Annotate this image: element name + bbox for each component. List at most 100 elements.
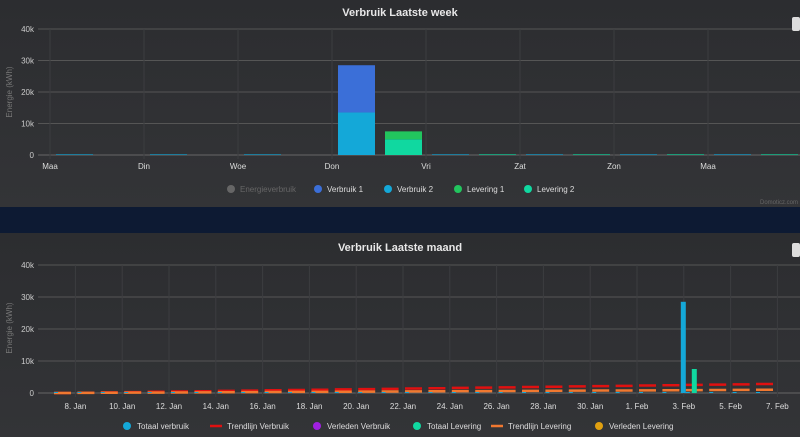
y-tick-label: 30k [21, 293, 35, 302]
legend-item-0[interactable]: Energieverbruik [240, 185, 297, 194]
bar-totaal-verbruik [288, 392, 292, 393]
legend-item-1[interactable]: Trendlijn Verbruik [227, 422, 290, 431]
y-tick-label: 30k [21, 57, 35, 66]
x-tick-label: 18. Jan [296, 402, 322, 411]
x-tick-label: 20. Jan [343, 402, 369, 411]
x-tick-label: 10. Jan [109, 402, 135, 411]
legend-marker [227, 185, 235, 193]
bar-totaal-verbruik [498, 392, 503, 393]
bar-totaal-verbruik [756, 392, 760, 393]
bar-totaal-verbruik [451, 392, 456, 393]
y-tick-label: 40k [21, 25, 35, 34]
bar-totaal-verbruik [264, 392, 269, 393]
x-tick-label: 12. Jan [156, 402, 182, 411]
chart-title: Verbruik Laatste maand [338, 242, 462, 254]
bar-totaal-verbruik [358, 392, 363, 393]
bar-totaal-verbruik [241, 392, 246, 393]
y-tick-label: 10k [21, 120, 35, 129]
legend-item-2[interactable]: Verleden Verbruik [327, 422, 391, 431]
legend-marker [454, 185, 462, 193]
bar-totaal-verbruik [592, 392, 597, 393]
bar-totaal-verbruik [568, 392, 573, 393]
legend-marker [314, 185, 322, 193]
bar-totaal-verbruik [732, 392, 737, 393]
bar-totaal-verbruik [680, 301, 686, 393]
month-chart-svg: Verbruik Laatste maand Energie (kWh) 0 10k 2… [5, 242, 800, 431]
chart-title: Verbruik Laatste week [342, 7, 458, 19]
x-tick-label: Don [325, 162, 340, 171]
bar-levering-2 [667, 154, 704, 155]
y-tick-label: 10k [21, 357, 35, 366]
bar-totaal-verbruik [709, 392, 714, 393]
bar-verbruik-2 [244, 154, 281, 155]
x-tick-label: Zat [514, 162, 526, 171]
chart-menu-button[interactable] [792, 243, 800, 257]
legend-item-3[interactable]: Totaal Levering [427, 422, 481, 431]
bar-totaal-verbruik [311, 392, 316, 393]
x-tick-label: 30. Jan [577, 402, 603, 411]
bar-verbruik-1 [338, 65, 375, 113]
bar-totaal-verbruik [217, 392, 222, 393]
legend-marker [123, 422, 131, 430]
chart-menu-button[interactable] [792, 17, 800, 31]
x-tick-label: 7. Feb [766, 402, 789, 411]
y-tick-label: 0 [30, 151, 35, 160]
bar-verbruik-2 [432, 154, 469, 155]
month-chart: Verbruik Laatste maand Energie (kWh) 0 10k 2… [0, 233, 800, 437]
legend-marker [524, 185, 532, 193]
bar-verbruik-2 [714, 154, 751, 155]
bar-levering-2 [573, 154, 610, 155]
x-tick-label: 5. Feb [719, 402, 742, 411]
x-tick-label: 22. Jan [390, 402, 416, 411]
y-tick-label: 40k [21, 261, 35, 270]
bar-levering-1 [385, 131, 422, 140]
y-axis-label: Energie (kWh) [5, 66, 14, 117]
x-tick-label: Vri [421, 162, 431, 171]
y-tick-label: 20k [21, 325, 35, 334]
bar-totaal-verbruik [147, 392, 152, 393]
bar-totaal-verbruik [615, 392, 620, 393]
legend-item-0[interactable]: Totaal verbruik [137, 422, 190, 431]
x-tick-label: 28. Jan [530, 402, 556, 411]
y-axis-label: Energie (kWh) [5, 302, 14, 353]
bar-totaal-verbruik [662, 392, 667, 393]
bar-verbruik-2 [526, 154, 563, 155]
x-tick-label: Zon [607, 162, 621, 171]
bar-levering-2 [479, 154, 516, 155]
bar-totaal-verbruik [171, 392, 175, 393]
bar-totaal-verbruik [54, 392, 58, 393]
bar-totaal-verbruik [194, 392, 199, 393]
bar-levering-2 [385, 139, 422, 155]
bar-verbruik-2 [56, 154, 93, 155]
x-tick-label: 3. Feb [672, 402, 695, 411]
bar-totaal-verbruik [381, 392, 386, 393]
legend-item-5[interactable]: Verleden Levering [609, 422, 674, 431]
week-chart: Verbruik Laatste week Energie (kWh) 0 10k 20… [0, 0, 800, 207]
x-tick-label: Maa [700, 162, 716, 171]
bar-verbruik-2 [338, 112, 375, 155]
x-tick-label: Woe [230, 162, 247, 171]
bar-totaal-verbruik [428, 392, 433, 393]
bar-totaal-verbruik [639, 392, 643, 393]
legend-marker [595, 422, 603, 430]
x-tick-label: 1. Feb [626, 402, 649, 411]
bar-verbruik-2 [150, 154, 187, 155]
x-tick-label: Din [138, 162, 150, 171]
bar-levering-2 [761, 154, 798, 155]
bar-totaal-verbruik [405, 392, 409, 393]
bar-totaal-verbruik [124, 392, 129, 393]
legend-item-4[interactable]: Levering 2 [537, 185, 575, 194]
legend-item-2[interactable]: Verbruik 2 [397, 185, 434, 194]
bar-totaal-verbruik [100, 392, 105, 393]
bar-totaal-verbruik [685, 392, 690, 393]
x-tick-label: 24. Jan [437, 402, 463, 411]
legend-marker [313, 422, 321, 430]
bar-totaal-verbruik [475, 392, 480, 393]
x-tick-label: 16. Jan [249, 402, 275, 411]
legend-item-3[interactable]: Levering 1 [467, 185, 505, 194]
week-chart-svg: Verbruik Laatste week Energie (kWh) 0 10k 20… [5, 7, 800, 206]
legend-item-1[interactable]: Verbruik 1 [327, 185, 364, 194]
y-tick-label: 20k [21, 88, 35, 97]
legend-item-4[interactable]: Trendlijn Levering [508, 422, 571, 431]
legend-marker [384, 185, 392, 193]
